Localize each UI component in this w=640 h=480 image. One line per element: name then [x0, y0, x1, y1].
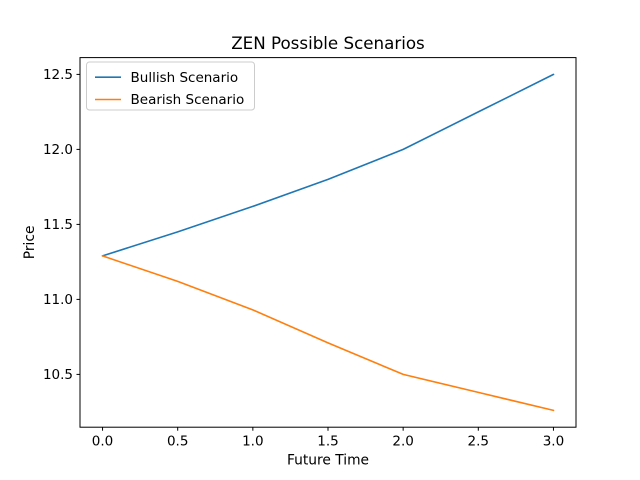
x-tick-label: 0.5: [167, 434, 188, 450]
chart-title: ZEN Possible Scenarios: [231, 33, 425, 53]
legend: Bullish Scenario Bearish Scenario: [86, 61, 255, 111]
legend-entry-label: Bearish Scenario: [131, 92, 245, 108]
legend-box: [86, 61, 255, 111]
plot-area: [80, 57, 576, 428]
legend-entries: Bullish Scenario Bearish Scenario: [95, 70, 244, 108]
y-axis-label: Price: [22, 226, 38, 260]
y-axis-ticks: 10.5 11.0 11.5 12.0 12.5: [43, 67, 80, 383]
x-tick-label: 1.0: [242, 434, 263, 450]
series-line-bullish-scenario: [101, 73, 555, 257]
x-tick-label: 0.0: [92, 434, 113, 450]
y-tick-label: 11.0: [43, 292, 73, 308]
series-lines: [101, 73, 555, 412]
x-axis-label: Future Time: [287, 453, 369, 469]
x-tick-label: 3.0: [543, 434, 564, 450]
x-tick-label: 1.5: [317, 434, 338, 450]
y-tick-label: 10.5: [43, 367, 73, 383]
x-tick-label: 2.0: [392, 434, 413, 450]
x-tick-label: 2.5: [468, 434, 489, 450]
x-axis-ticks: 0.0 0.5 1.0 1.5 2.0 2.5 3.0: [92, 427, 564, 450]
y-tick-label: 11.5: [43, 217, 73, 233]
y-tick-label: 12.0: [43, 142, 73, 158]
series-line-bearish-scenario: [101, 255, 555, 412]
y-tick-label: 12.5: [43, 67, 73, 83]
legend-entry-label: Bullish Scenario: [131, 70, 239, 86]
